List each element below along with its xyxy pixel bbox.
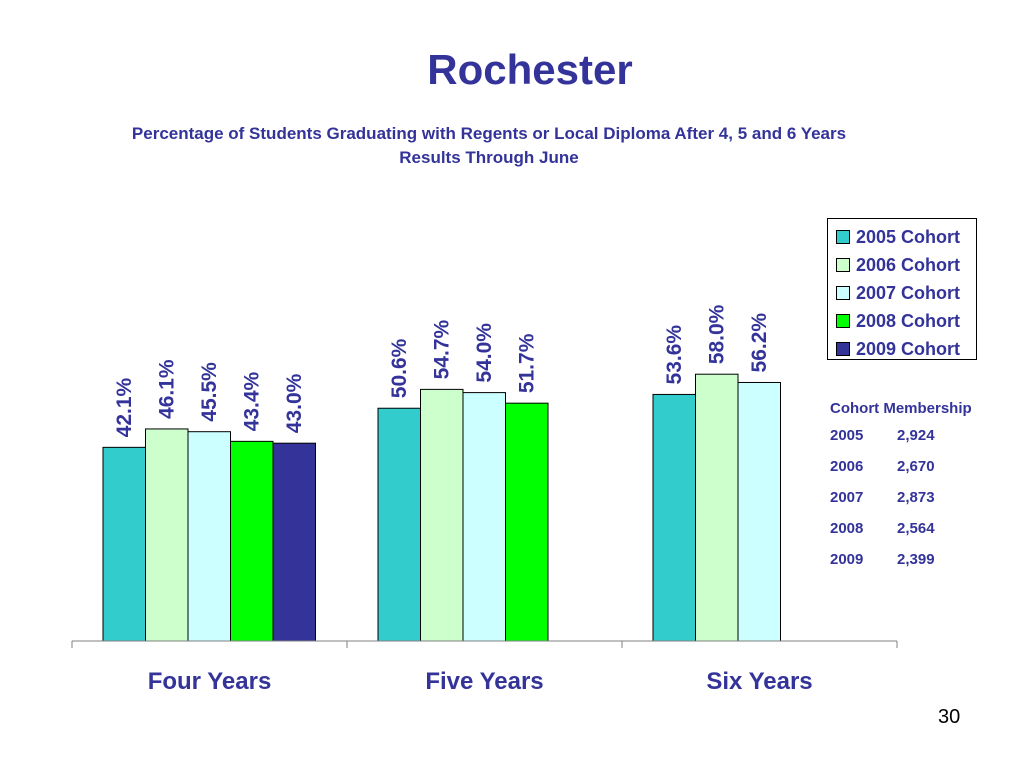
legend-item-2009: 2009 Cohort xyxy=(836,335,976,363)
data-label: 53.6% xyxy=(663,325,686,385)
chart-legend: 2005 Cohort 2006 Cohort 2007 Cohort 2008… xyxy=(827,218,977,360)
membership-year: 2007 xyxy=(830,489,864,506)
bar xyxy=(102,446,146,642)
data-label: 42.1% xyxy=(113,377,136,437)
chart-subtitle: Percentage of Students Graduating with R… xyxy=(0,122,978,170)
membership-row: 2007 2,873 xyxy=(830,482,1000,513)
membership-count: 2,924 xyxy=(897,427,935,444)
legend-label-2009: 2009 Cohort xyxy=(856,338,961,359)
data-label: 43.4% xyxy=(241,371,264,431)
legend-label-2007: 2007 Cohort xyxy=(856,282,961,303)
x-tick-label: Four Years xyxy=(148,668,272,695)
legend-label-2008: 2008 Cohort xyxy=(856,310,961,331)
subtitle-line-2: Results Through June xyxy=(399,148,579,167)
membership-count: 2,670 xyxy=(897,458,935,475)
membership-row: 2006 2,670 xyxy=(830,451,1000,482)
bar xyxy=(652,393,696,642)
subtitle-line-1: Percentage of Students Graduating with R… xyxy=(131,124,847,143)
legend-swatch-2009 xyxy=(836,342,850,356)
bar xyxy=(187,431,231,642)
membership-year: 2009 xyxy=(830,551,864,568)
chart-title: Rochester xyxy=(427,46,633,93)
bar xyxy=(420,388,464,642)
legend-swatch-2006 xyxy=(836,258,850,272)
bar xyxy=(695,373,739,642)
data-label: 51.7% xyxy=(516,333,539,393)
legend-item-2006: 2006 Cohort xyxy=(836,251,976,279)
cohort-membership-heading: Cohort Membership xyxy=(830,400,972,417)
bar xyxy=(145,428,189,642)
membership-count: 2,564 xyxy=(897,520,935,537)
bar xyxy=(272,442,316,642)
data-label: 54.7% xyxy=(431,320,454,380)
membership-year: 2006 xyxy=(830,458,864,475)
bar xyxy=(462,392,506,642)
legend-swatch-2007 xyxy=(836,286,850,300)
data-label: 45.5% xyxy=(198,362,221,422)
legend-item-2008: 2008 Cohort xyxy=(836,307,976,335)
data-label: 43.0% xyxy=(283,373,306,433)
legend-label-2006: 2006 Cohort xyxy=(856,254,961,275)
legend-swatch-2005 xyxy=(836,230,850,244)
legend-label-2005: 2005 Cohort xyxy=(856,226,961,247)
bar xyxy=(230,440,274,642)
data-label: 56.2% xyxy=(748,313,771,373)
membership-year: 2008 xyxy=(830,520,864,537)
x-tick-label: Six Years xyxy=(706,668,812,695)
page-number: 30 xyxy=(938,706,961,728)
data-label: 54.0% xyxy=(473,323,496,383)
membership-row: 2008 2,564 xyxy=(830,513,1000,544)
membership-year: 2005 xyxy=(830,427,864,444)
membership-count: 2,399 xyxy=(897,551,935,568)
data-label: 50.6% xyxy=(388,338,411,398)
membership-row: 2005 2,924 xyxy=(830,420,1000,451)
membership-row: 2009 2,399 xyxy=(830,544,1000,575)
data-label: 58.0% xyxy=(706,304,729,364)
bar xyxy=(737,381,781,642)
membership-count: 2,873 xyxy=(897,489,935,506)
x-tick-label: Five Years xyxy=(425,668,543,695)
legend-item-2007: 2007 Cohort xyxy=(836,279,976,307)
cohort-membership-table: Cohort Membership 2005 2,924 2006 2,670 … xyxy=(830,398,1000,575)
legend-item-2005: 2005 Cohort xyxy=(836,223,976,251)
bar xyxy=(505,402,549,642)
data-label: 46.1% xyxy=(156,359,179,419)
bar xyxy=(377,407,421,642)
legend-swatch-2008 xyxy=(836,314,850,328)
